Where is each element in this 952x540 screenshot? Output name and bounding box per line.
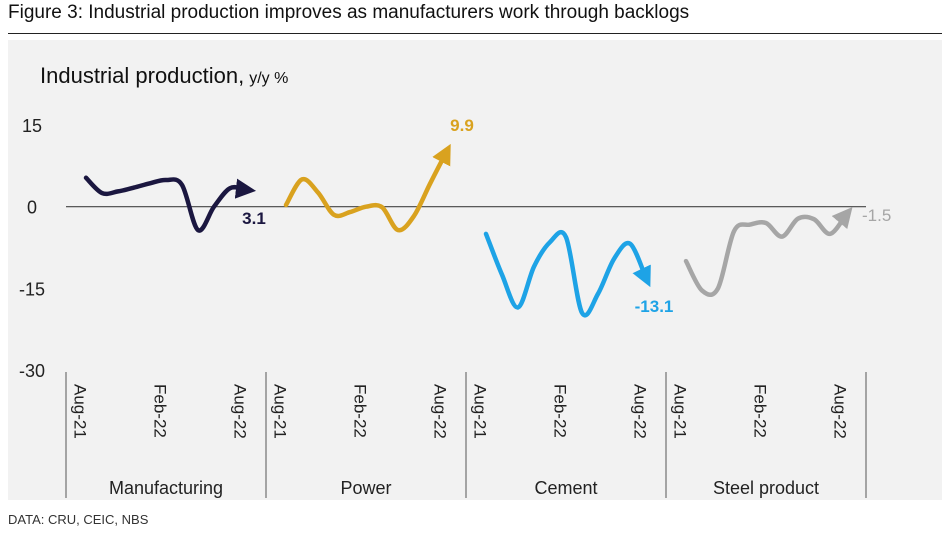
group-label: Manufacturing	[109, 478, 223, 498]
group-label: Power	[340, 478, 391, 498]
group-label: Cement	[534, 478, 597, 498]
x-tick-label: Feb-22	[551, 384, 570, 438]
group-label: Steel product	[713, 478, 819, 498]
series-line	[483, 230, 651, 318]
source-note: DATA: CRU, CEIC, NBS	[8, 512, 149, 527]
y-tick-label: -15	[19, 279, 45, 299]
title-divider	[8, 33, 942, 34]
figure-title: Figure 3: Industrial production improves…	[8, 2, 690, 23]
x-tick-label: Aug-22	[431, 384, 450, 439]
axes: 15 0 -15 -30 Aug-21 Feb-22 Aug-22 Manufacturing…	[19, 116, 867, 498]
chart-panel	[8, 40, 942, 500]
series-line	[283, 143, 451, 233]
x-tick-label: Feb-22	[351, 384, 370, 438]
end-value-label: 3.1	[242, 209, 266, 228]
series-line	[83, 175, 257, 233]
x-tick-label: Aug-21	[471, 384, 490, 439]
end-value-label: 9.9	[450, 116, 474, 135]
x-tick-label: Aug-22	[831, 384, 850, 439]
end-value-label: -13.1	[635, 297, 674, 316]
industrial-production-chart: Industrial production, y/y % 15 0 -15 -30 Aug…	[19, 63, 891, 498]
y-tick-label: 15	[22, 116, 42, 136]
x-tick-label: Feb-22	[751, 384, 770, 438]
x-tick-label: Feb-22	[151, 384, 170, 438]
series-line	[683, 207, 853, 298]
x-tick-label: Aug-22	[231, 384, 250, 439]
x-tick-label: Aug-21	[671, 384, 690, 439]
chart-title: Industrial production, y/y %	[40, 63, 288, 88]
y-tick-label: -30	[19, 361, 45, 381]
x-tick-label: Aug-21	[71, 384, 90, 439]
x-tick-label: Aug-22	[631, 384, 650, 439]
x-tick-label: Aug-21	[271, 384, 290, 439]
y-tick-label: 0	[27, 198, 37, 218]
series-layer: 3.1 9.9 -13.1 -1.5	[83, 116, 891, 318]
end-value-label: -1.5	[862, 206, 891, 225]
